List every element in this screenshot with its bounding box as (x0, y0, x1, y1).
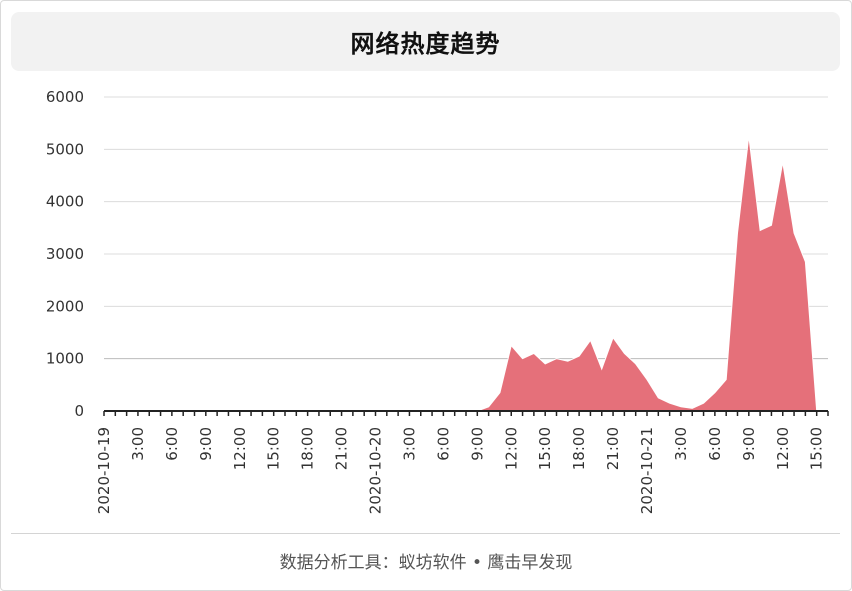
y-tick-label: 2000 (46, 297, 84, 315)
y-tick-label: 3000 (46, 245, 84, 263)
x-tick-label: 6:00 (434, 427, 452, 461)
x-tick-label: 12:00 (502, 427, 520, 470)
x-tick-label: 9:00 (468, 427, 486, 461)
y-tick-label: 0 (74, 402, 84, 420)
x-tick-label: 18:00 (570, 427, 588, 470)
x-tick-label: 15:00 (536, 427, 554, 470)
x-tick-label: 12:00 (774, 427, 792, 470)
x-tick-label: 12:00 (231, 427, 249, 470)
x-tick-label: 15:00 (808, 427, 826, 470)
chart-title: 网络热度趋势 (350, 30, 501, 58)
x-tick-label: 21:00 (604, 427, 622, 470)
footer-divider (11, 533, 840, 534)
series-area (104, 136, 828, 412)
x-tick-label: 2020-10-21 (638, 427, 656, 514)
x-tick-label: 2020-10-20 (367, 427, 385, 514)
x-tick-label: 2020-10-19 (95, 427, 113, 514)
x-tick-label: 15:00 (265, 427, 283, 470)
y-tick-label: 6000 (46, 88, 84, 106)
y-tick-label: 1000 (46, 350, 84, 368)
x-tick-label: 18:00 (299, 427, 317, 470)
y-tick-label: 4000 (46, 193, 84, 211)
x-tick-label: 3:00 (129, 427, 147, 461)
x-tick-label: 6:00 (706, 427, 724, 461)
x-tick-label: 3:00 (672, 427, 690, 461)
y-tick-label: 5000 (46, 140, 84, 158)
x-tick-label: 3:00 (400, 427, 418, 461)
x-axis: 2020-10-19 3:00 6:00 9:00 12:00 15:00 18:00 21:… (95, 410, 829, 514)
footer-credit: 数据分析工具：蚁坊软件 • 鹰击早发现 (279, 552, 573, 573)
x-tick-label: 21:00 (333, 427, 351, 470)
y-axis-ticks: 0 1000 2000 3000 4000 5000 6000 (46, 88, 84, 420)
x-tick-label: 9:00 (197, 427, 215, 461)
title-bar: 网络热度趋势 (11, 12, 840, 71)
x-tick-label: 9:00 (740, 427, 758, 461)
grid-lines (104, 96, 828, 360)
x-tick-label: 6:00 (163, 427, 181, 461)
